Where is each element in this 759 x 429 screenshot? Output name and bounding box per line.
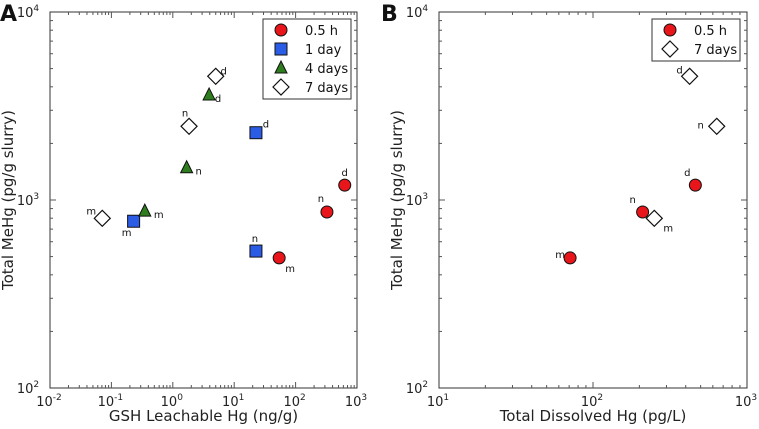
y-tick-exponent: 2 (33, 380, 39, 390)
point-label: n (252, 234, 258, 245)
data-point (680, 67, 699, 86)
x-tick-label: 101 (427, 393, 449, 410)
data-point (338, 178, 352, 192)
legend-marker (661, 40, 679, 58)
x-tick-label: 10-2 (36, 393, 62, 410)
data-point (249, 244, 263, 258)
legend-label: 7 days (694, 43, 737, 58)
point-label: d (684, 168, 690, 179)
legend: 0.5 h 1 day 4 days 7 days (262, 18, 352, 100)
legend-marker (663, 23, 677, 37)
y-tick-exponent: 4 (422, 4, 428, 14)
data-point (249, 126, 263, 140)
y-tick-label: 102 (406, 380, 428, 397)
data-point (179, 159, 194, 174)
x-tick-label: 103 (735, 393, 757, 410)
point-label: m (555, 250, 565, 261)
y-tick-label: 104 (406, 4, 429, 21)
data-point (563, 251, 577, 265)
x-tick-exponent: 0 (177, 393, 183, 403)
legend-label: 0.5 h (694, 24, 727, 39)
point-label: n (182, 108, 188, 119)
legend: 0.5 h 7 days (651, 18, 741, 62)
x-tick-label: 103 (345, 393, 367, 410)
series-4-days: d n m (137, 86, 221, 221)
legend-marker (274, 59, 288, 74)
x-axis-label: GSH Leachable Hg (ng/g) (109, 407, 298, 425)
y-tick-label: 103 (406, 192, 428, 209)
point-label: n (698, 120, 704, 131)
y-tick-label: 104 (17, 4, 40, 21)
y-axis-label: Total MeHg (pg/g slurry) (0, 110, 17, 291)
point-label: m (285, 264, 295, 275)
x-tick-exponent: 3 (361, 393, 367, 403)
data-point (127, 214, 141, 228)
x-tick-exponent: 1 (239, 393, 245, 403)
x-tick-exponent: 3 (751, 393, 757, 403)
point-label: n (318, 194, 324, 205)
point-label: n (195, 167, 201, 178)
point-label: m (154, 210, 164, 221)
series-0-5-h: d n m (272, 168, 352, 275)
y-tick-exponent: 3 (33, 192, 39, 202)
y-tick-exponent: 2 (422, 380, 428, 390)
point-label: m (122, 228, 132, 239)
panel-letter: A (0, 2, 17, 27)
series-1-day: d n m (122, 120, 269, 258)
x-axis-label: Total Dissolved Hg (pg/L) (499, 407, 687, 425)
point-label: n (629, 195, 635, 206)
legend-label: 7 days (305, 81, 348, 96)
x-tick-exponent: 2 (300, 393, 306, 403)
data-point (180, 117, 198, 136)
data-point (272, 251, 286, 265)
data-point (320, 205, 334, 219)
data-point (137, 202, 152, 217)
y-tick-label: 103 (17, 192, 39, 209)
data-point (206, 67, 225, 86)
data-point (202, 86, 216, 101)
legend-label: 1 day (305, 43, 342, 58)
legend-marker (274, 23, 288, 37)
point-label: d (342, 168, 348, 179)
series-7-days: d n m (645, 65, 726, 234)
y-axis-label: Total MeHg (pg/g slurry) (388, 110, 406, 291)
x-tick-exponent: 1 (443, 393, 449, 403)
data-point (93, 209, 112, 228)
legend-marker (274, 42, 288, 56)
series-0-5-h: d n m (555, 168, 702, 265)
legend-marker (272, 78, 290, 96)
x-tick-exponent: -2 (53, 393, 62, 403)
plot-frame (438, 11, 748, 389)
panel-letter: B (381, 2, 398, 27)
y-tick-exponent: 3 (422, 192, 428, 202)
data-point (645, 209, 664, 228)
point-label: m (663, 223, 673, 234)
x-tick-exponent: 2 (597, 393, 603, 403)
series-7-days: d n m (86, 66, 227, 228)
point-label: d (676, 65, 682, 76)
legend-label: 0.5 h (305, 24, 338, 39)
x-tick-exponent: -1 (114, 393, 123, 403)
data-point (636, 205, 650, 219)
y-tick-exponent: 4 (33, 4, 39, 14)
point-label: d (263, 120, 269, 131)
legend-label: 4 days (305, 62, 348, 77)
data-point (688, 178, 702, 192)
point-label: d (221, 66, 227, 77)
point-label: m (86, 206, 96, 217)
point-label: d (215, 94, 221, 105)
data-point (707, 117, 726, 136)
